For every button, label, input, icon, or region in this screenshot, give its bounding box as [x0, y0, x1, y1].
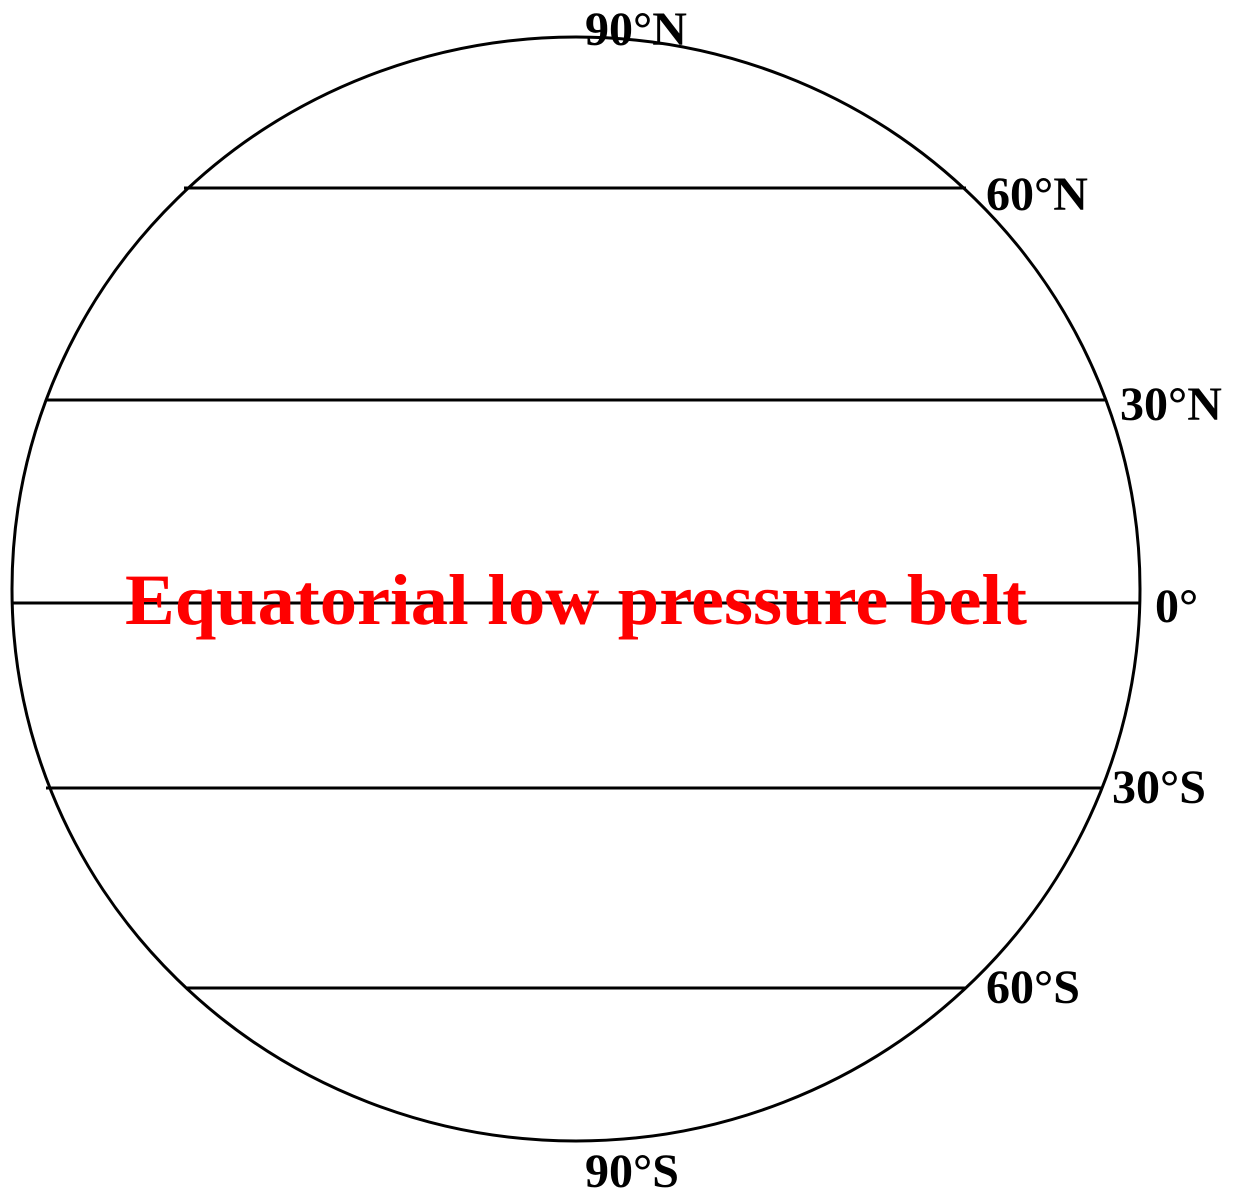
latitude-label: 0° [1155, 580, 1198, 633]
globe-outline [10, 35, 1142, 1143]
latitude-label: 90°N [585, 3, 687, 56]
belt-label: Equatorial low pressure belt [125, 560, 1027, 640]
latitude-label: 30°S [1112, 761, 1206, 814]
latitude-label: 60°N [986, 168, 1088, 221]
latitude-label: 90°S [585, 1145, 679, 1191]
latitude-label: 30°N [1120, 378, 1222, 431]
latitude-label: 60°S [986, 961, 1080, 1014]
